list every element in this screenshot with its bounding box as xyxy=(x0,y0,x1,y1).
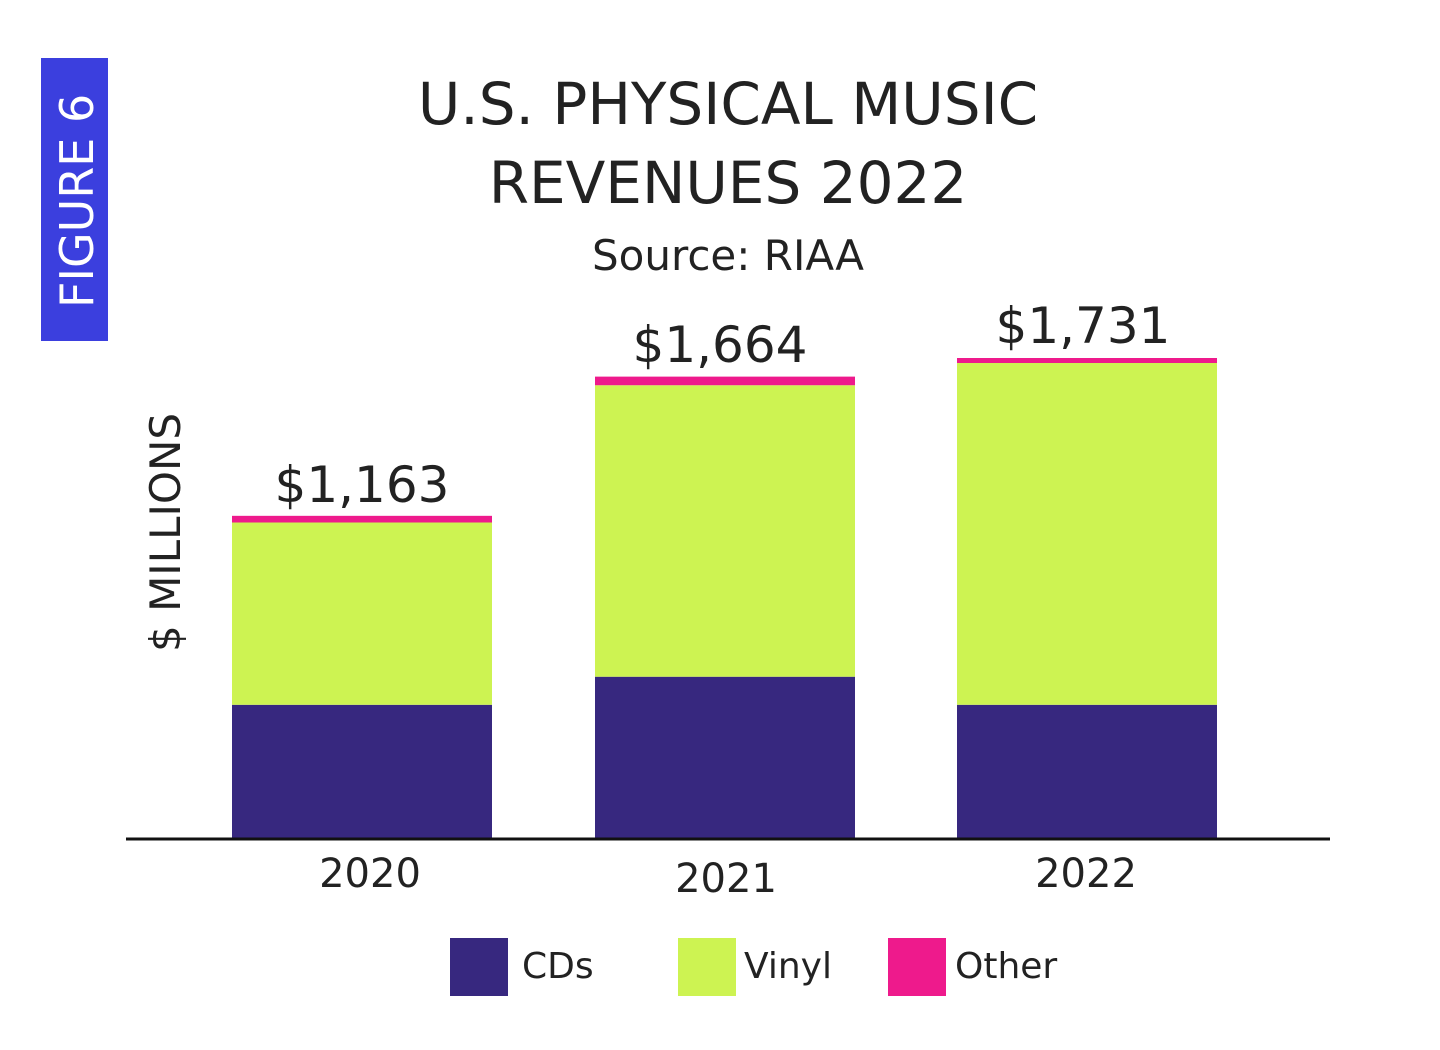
bar-other-2020 xyxy=(232,515,492,523)
legend-label-cds: CDs xyxy=(522,946,594,987)
legend: CDs Vinyl Other xyxy=(450,938,1057,996)
bar-vinyl-2022 xyxy=(957,363,1217,705)
x-tick-label: 2020 xyxy=(319,851,421,897)
total-label: $1,163 xyxy=(275,456,450,514)
figure-label: FIGURE 6 xyxy=(50,94,104,308)
total-label: $1,664 xyxy=(633,316,808,374)
bar-cds-2020 xyxy=(232,704,492,839)
figure-badge xyxy=(41,58,108,341)
y-axis-label: $ MILLIONS xyxy=(141,413,190,652)
legend-label-other: Other xyxy=(955,946,1057,987)
legend-swatch-cds xyxy=(450,938,508,996)
bar-cds-2021 xyxy=(595,676,855,839)
bar-vinyl-2021 xyxy=(595,385,855,677)
x-tick-label: 2021 xyxy=(675,856,777,902)
chart-subtitle: Source: RIAA xyxy=(592,231,864,280)
x-tick-label: 2022 xyxy=(1035,851,1137,897)
chart-title-line-2: REVENUES 2022 xyxy=(489,149,968,217)
bar-vinyl-2020 xyxy=(232,522,492,705)
bar-cds-2022 xyxy=(957,704,1217,839)
total-label: $1,731 xyxy=(996,297,1171,355)
bar-other-2021 xyxy=(595,376,855,386)
legend-swatch-other xyxy=(888,938,946,996)
chart-title-line-1: U.S. PHYSICAL MUSIC xyxy=(418,70,1038,138)
legend-label-vinyl: Vinyl xyxy=(744,946,832,987)
bar-other-2022 xyxy=(957,358,1217,364)
legend-swatch-vinyl xyxy=(678,938,736,996)
